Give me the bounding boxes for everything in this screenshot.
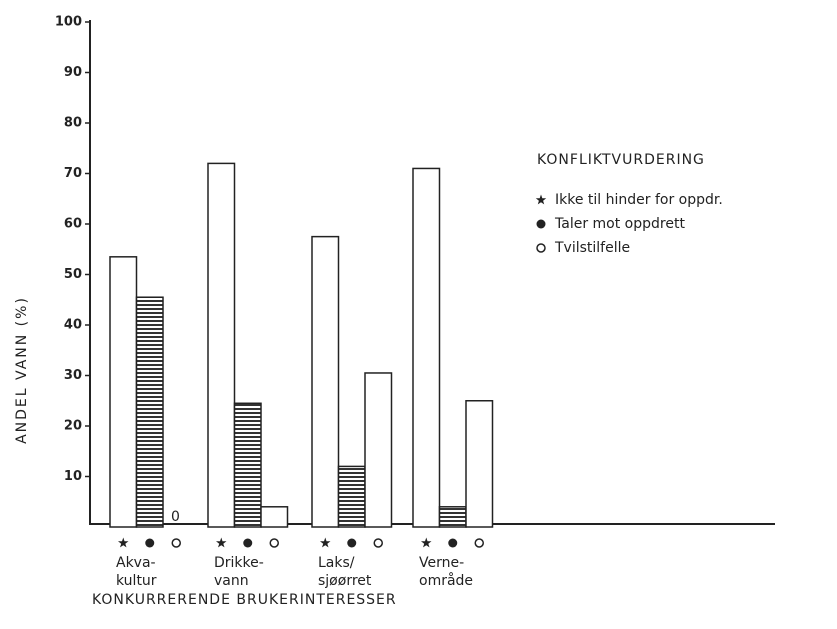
legend-marker bbox=[535, 194, 547, 205]
group-marker bbox=[243, 538, 253, 548]
y-axis-label: ANDEL VANN (%) bbox=[14, 296, 30, 444]
y-tick-label: 90 bbox=[64, 65, 82, 80]
group-marker bbox=[320, 537, 331, 548]
legend-label: Tvilstilfelle bbox=[554, 240, 630, 256]
x-tick-label-line: sjøørret bbox=[318, 573, 372, 589]
group-marker bbox=[118, 537, 129, 548]
bar bbox=[260, 506, 289, 528]
legend-marker bbox=[536, 219, 546, 229]
legend-title: KONFLIKTVURDERING bbox=[537, 152, 705, 168]
group-marker bbox=[347, 538, 357, 548]
legend-label: Taler mot oppdrett bbox=[554, 216, 685, 232]
x-tick-label-line: Drikke- bbox=[214, 555, 264, 571]
x-tick-label-line: Verne- bbox=[419, 555, 464, 571]
bar bbox=[438, 506, 467, 528]
x-tick-label-line: Akva- bbox=[116, 555, 156, 571]
x-tick-label: Verne-område bbox=[419, 555, 473, 589]
legend-label: Ikke til hinder for oppdr. bbox=[555, 192, 723, 208]
bar bbox=[233, 402, 262, 528]
bar bbox=[337, 465, 366, 528]
y-tick-label: 80 bbox=[64, 116, 82, 131]
x-axis-label: KONKURRERENDE BRUKERINTERESSER bbox=[92, 592, 397, 608]
y-tick-label: 50 bbox=[64, 267, 82, 282]
group-marker bbox=[269, 538, 279, 548]
x-tick-label-line: vann bbox=[214, 573, 249, 589]
data-label: 0 bbox=[171, 509, 180, 525]
group-marker bbox=[421, 537, 432, 548]
y-tick-label: 20 bbox=[64, 419, 82, 434]
bar bbox=[465, 400, 494, 528]
x-tick-label-line: Laks/ bbox=[318, 555, 355, 571]
y-tick-label: 40 bbox=[64, 318, 82, 333]
group-marker bbox=[145, 538, 155, 548]
group-marker bbox=[373, 538, 383, 548]
group-marker bbox=[171, 538, 181, 548]
y-tick-label: 10 bbox=[64, 469, 82, 484]
group-marker bbox=[474, 538, 484, 548]
y-tick-label: 70 bbox=[64, 166, 82, 181]
bar bbox=[135, 296, 164, 528]
y-tick-label: 30 bbox=[64, 368, 82, 383]
bar bbox=[311, 235, 340, 528]
y-tick-label: 100 bbox=[55, 15, 82, 30]
x-tick-label: Akva-kultur bbox=[116, 555, 157, 589]
bar bbox=[364, 372, 393, 528]
group-marker bbox=[216, 537, 227, 548]
x-tick-label-line: kultur bbox=[116, 573, 157, 589]
bar bbox=[207, 162, 236, 528]
x-tick-label: Drikke-vann bbox=[214, 555, 264, 589]
bar bbox=[109, 256, 138, 528]
group-marker bbox=[448, 538, 458, 548]
legend-marker bbox=[536, 243, 546, 253]
x-tick-label-line: område bbox=[419, 572, 473, 589]
y-tick-label: 60 bbox=[64, 217, 82, 232]
bar bbox=[412, 167, 441, 528]
x-tick-label: Laks/sjøørret bbox=[318, 555, 372, 589]
